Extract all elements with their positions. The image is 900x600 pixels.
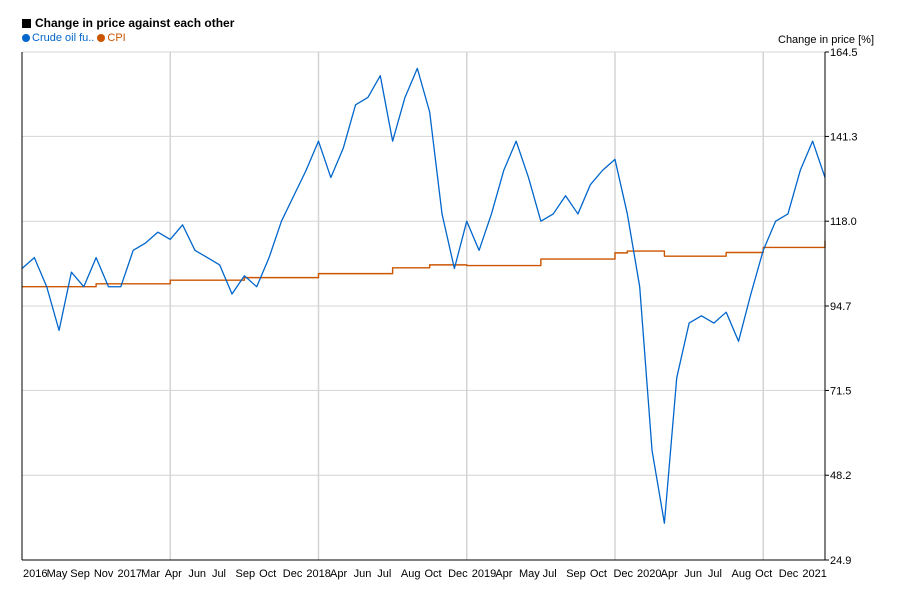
x-tick-label: 2018: [306, 568, 330, 580]
x-tick-label: Jul: [708, 568, 722, 580]
x-tick-label: Oct: [259, 568, 276, 580]
x-tick-label: 2019: [472, 568, 496, 580]
legend-label-cpi: CPI: [107, 32, 126, 44]
y-tick-label: 164.5: [830, 47, 858, 59]
x-tick-label: Oct: [425, 568, 442, 580]
y-tick-labels: 164.5 141.3 118.0 94.7 71.5 48.2 24.9: [830, 47, 858, 567]
y-axis-label: Change in price [%]: [778, 34, 874, 46]
axis-layer: [21, 51, 829, 561]
x-tick-label: Apr: [661, 568, 678, 580]
x-tick-label: Sep: [566, 568, 586, 580]
x-tick-label: 2017: [117, 568, 141, 580]
x-tick-label: Jun: [354, 568, 372, 580]
legend: Crude oil fu.. CPI: [22, 32, 129, 44]
x-tick-label: Jun: [188, 568, 206, 580]
grid-layer: [22, 51, 825, 561]
legend-dot-cpi-icon: [97, 34, 106, 42]
y-tick-label: 24.9: [830, 555, 851, 567]
x-tick-label: May: [47, 568, 68, 580]
x-tick-label: 2016: [23, 568, 47, 580]
x-tick-labels: 2016 May Sep Nov 2017 Mar Apr Jun Jul Sep Oct Dec 20…: [23, 568, 827, 580]
y-tick-label: 48.2: [830, 470, 851, 482]
x-tick-label: Sep: [70, 568, 90, 580]
x-tick-label: Mar: [141, 568, 160, 580]
x-tick-label: Apr: [495, 568, 512, 580]
y-tick-label: 118.0: [830, 216, 857, 228]
x-tick-label: Dec: [283, 568, 303, 580]
x-tick-label: Oct: [755, 568, 772, 580]
x-tick-label: Oct: [590, 568, 607, 580]
x-tick-label: Jul: [543, 568, 557, 580]
x-tick-label: Dec: [779, 568, 799, 580]
chart-title-text: Change in price against each other: [35, 16, 235, 30]
y-tick-label: 94.7: [830, 301, 851, 313]
y-tick-label: 71.5: [830, 385, 851, 397]
x-tick-label: Aug: [732, 568, 752, 580]
x-tick-label: Jul: [212, 568, 226, 580]
x-tick-label: May: [519, 568, 540, 580]
series-line-cpi: [22, 240, 826, 288]
title-square-icon: [22, 18, 31, 28]
x-tick-label: Dec: [448, 568, 468, 580]
series-layer: [21, 67, 826, 524]
x-tick-label: Apr: [330, 568, 347, 580]
legend-item-crude-oil[interactable]: Crude oil fu..: [22, 32, 94, 44]
y-tick-label: 141.3: [830, 131, 858, 143]
x-tick-label: Jul: [377, 568, 391, 580]
x-tick-label: Dec: [613, 568, 633, 580]
x-tick-label: 2021: [802, 568, 826, 580]
chart-title: Change in price against each other: [22, 16, 234, 30]
x-tick-label: Jun: [684, 568, 702, 580]
x-tick-label: Apr: [165, 568, 182, 580]
legend-dot-crude-oil-icon: [22, 34, 30, 42]
x-tick-label: 2020: [637, 568, 661, 580]
x-tick-label: Nov: [94, 568, 114, 580]
x-tick-label: Sep: [236, 568, 256, 580]
x-tick-label: Aug: [401, 568, 421, 580]
legend-item-cpi[interactable]: CPI: [97, 32, 126, 44]
series-line-crude-oil: [21, 67, 826, 524]
legend-label-crude-oil: Crude oil fu..: [32, 32, 95, 44]
